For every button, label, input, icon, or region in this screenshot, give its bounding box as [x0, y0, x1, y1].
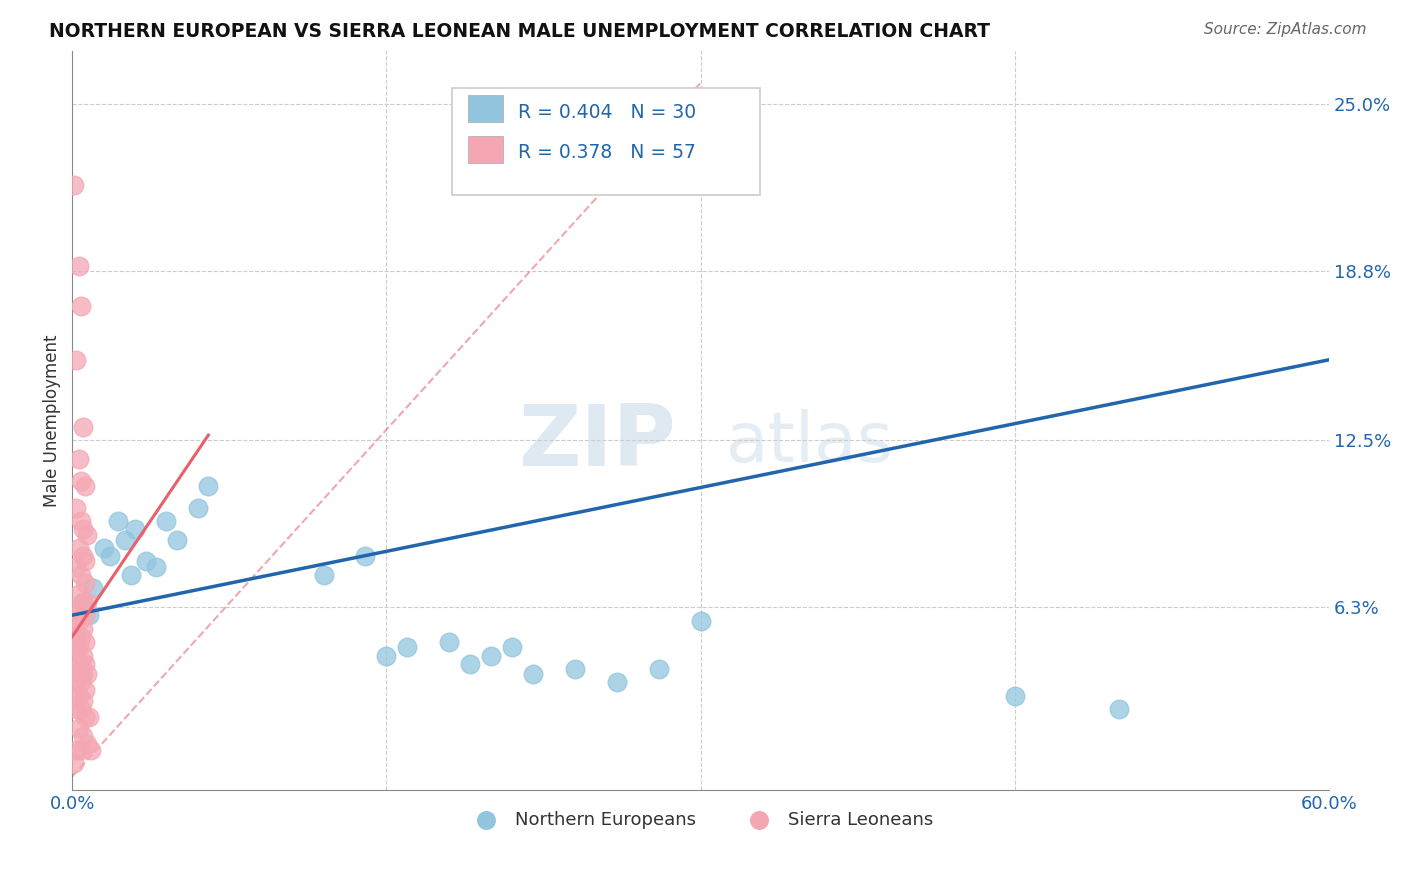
- FancyBboxPatch shape: [468, 95, 503, 122]
- Point: [72, 622, 94, 636]
- Point: [69, 657, 91, 671]
- Point: [76, 527, 98, 541]
- Point: [69, 702, 91, 716]
- Text: R = 0.404   N = 30: R = 0.404 N = 30: [519, 103, 696, 121]
- Point: [67, 667, 90, 681]
- Point: [77, 710, 100, 724]
- Point: [155, 514, 177, 528]
- Point: [72, 595, 94, 609]
- Point: [80, 742, 103, 756]
- Point: [76, 595, 98, 609]
- Point: [63, 640, 86, 655]
- Point: [63, 756, 86, 770]
- Point: [65, 559, 87, 574]
- Point: [76, 737, 98, 751]
- Point: [197, 479, 219, 493]
- Point: [166, 533, 188, 547]
- Point: [67, 259, 90, 273]
- Point: [67, 541, 90, 555]
- Point: [93, 541, 115, 555]
- Point: [69, 299, 91, 313]
- Text: NORTHERN EUROPEAN VS SIERRA LEONEAN MALE UNEMPLOYMENT CORRELATION CHART: NORTHERN EUROPEAN VS SIERRA LEONEAN MALE…: [49, 22, 990, 41]
- Point: [73, 479, 96, 493]
- Point: [72, 522, 94, 536]
- Point: [120, 567, 142, 582]
- Point: [65, 630, 87, 644]
- Point: [72, 729, 94, 743]
- Point: [73, 657, 96, 671]
- Point: [69, 630, 91, 644]
- Point: [67, 721, 90, 735]
- Point: [606, 675, 628, 690]
- Point: [67, 614, 90, 628]
- Point: [63, 689, 86, 703]
- Point: [145, 559, 167, 574]
- Point: [73, 683, 96, 698]
- Point: [73, 576, 96, 591]
- Point: [69, 603, 91, 617]
- Point: [82, 582, 104, 596]
- Point: [73, 608, 96, 623]
- Text: R = 0.378   N = 57: R = 0.378 N = 57: [519, 144, 696, 162]
- Point: [312, 567, 335, 582]
- Point: [107, 514, 129, 528]
- FancyBboxPatch shape: [451, 87, 759, 194]
- Point: [65, 500, 87, 515]
- Point: [501, 640, 523, 655]
- Point: [73, 635, 96, 649]
- Text: ZIP: ZIP: [517, 401, 675, 484]
- Point: [187, 500, 209, 515]
- Point: [63, 178, 86, 192]
- Point: [69, 675, 91, 690]
- Point: [1004, 689, 1026, 703]
- Point: [77, 608, 100, 623]
- Point: [73, 554, 96, 568]
- Point: [73, 710, 96, 724]
- Point: [65, 702, 87, 716]
- Point: [67, 587, 90, 601]
- Point: [72, 595, 94, 609]
- Point: [65, 648, 87, 663]
- Point: [1108, 702, 1130, 716]
- Point: [69, 514, 91, 528]
- Point: [76, 667, 98, 681]
- Point: [63, 614, 86, 628]
- Point: [647, 662, 669, 676]
- Point: [67, 452, 90, 467]
- Point: [72, 420, 94, 434]
- Point: [65, 675, 87, 690]
- Point: [69, 567, 91, 582]
- Point: [63, 662, 86, 676]
- Point: [354, 549, 377, 563]
- Point: [479, 648, 502, 663]
- Point: [375, 648, 398, 663]
- FancyBboxPatch shape: [468, 136, 503, 163]
- Point: [124, 522, 146, 536]
- Point: [69, 474, 91, 488]
- Point: [72, 648, 94, 663]
- Point: [69, 742, 91, 756]
- Point: [72, 694, 94, 708]
- Text: Source: ZipAtlas.com: Source: ZipAtlas.com: [1204, 22, 1367, 37]
- Y-axis label: Male Unemployment: Male Unemployment: [44, 334, 60, 507]
- Point: [689, 614, 711, 628]
- Point: [98, 549, 121, 563]
- Point: [564, 662, 586, 676]
- Point: [72, 549, 94, 563]
- Point: [439, 635, 461, 649]
- Point: [67, 689, 90, 703]
- Legend: Northern Europeans, Sierra Leoneans: Northern Europeans, Sierra Leoneans: [461, 804, 941, 837]
- Point: [458, 657, 481, 671]
- Point: [114, 533, 136, 547]
- Point: [65, 603, 87, 617]
- Point: [396, 640, 419, 655]
- Point: [67, 640, 90, 655]
- Point: [522, 667, 544, 681]
- Point: [65, 742, 87, 756]
- Text: atlas: atlas: [725, 409, 894, 476]
- Point: [65, 352, 87, 367]
- Point: [72, 667, 94, 681]
- Point: [135, 554, 157, 568]
